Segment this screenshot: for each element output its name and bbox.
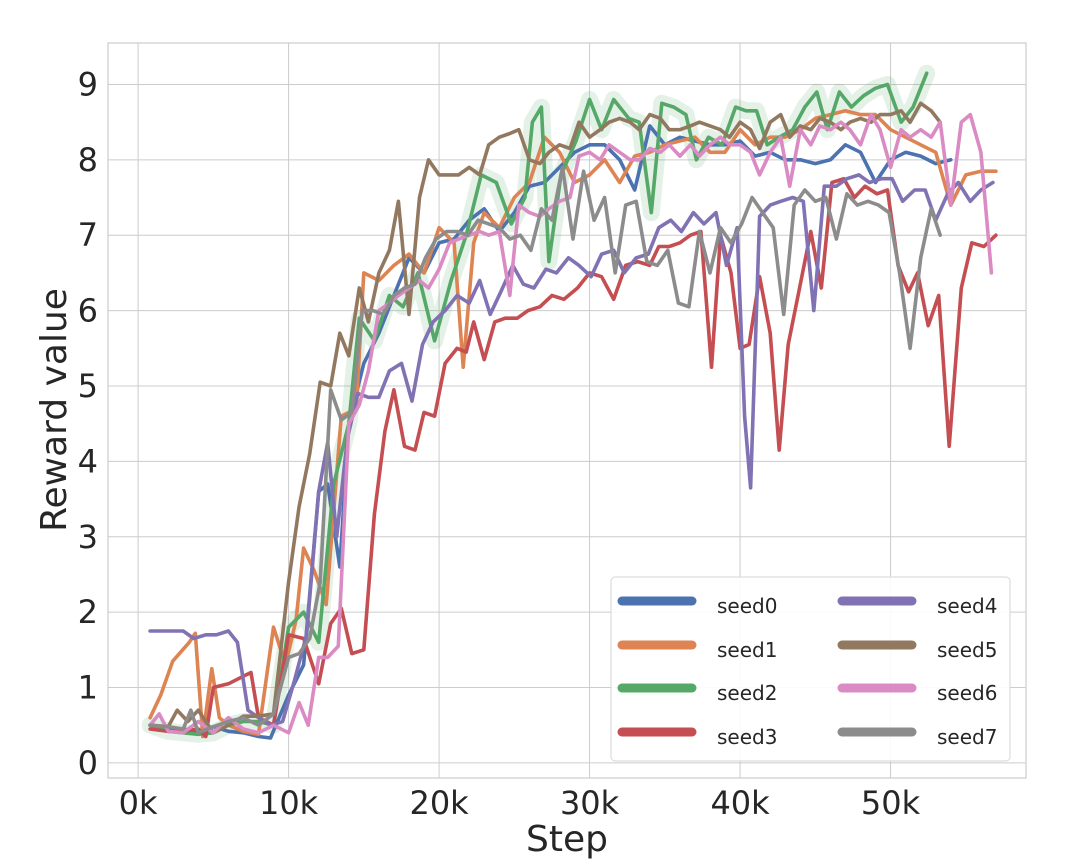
x-tick-label: 10k bbox=[259, 784, 319, 822]
legend-label-seed5: seed5 bbox=[937, 638, 997, 662]
x-axis-label: Step bbox=[526, 819, 608, 860]
legend-frame bbox=[610, 576, 1011, 762]
plot-frame bbox=[107, 42, 1027, 779]
x-tick-label: 30k bbox=[560, 784, 620, 822]
y-tick-label: 0 bbox=[78, 744, 98, 782]
y-tick-label: 1 bbox=[78, 669, 98, 707]
legend-label-seed1: seed1 bbox=[717, 638, 777, 662]
y-tick-label: 6 bbox=[78, 292, 98, 330]
legend: seed0 seed1 seed2 seed3 seed4 seed5 seed6 seed7 bbox=[610, 576, 1011, 762]
y-tick-label: 5 bbox=[78, 367, 98, 405]
y-tick-label: 8 bbox=[78, 141, 98, 179]
series-line-seed5 bbox=[148, 101, 943, 735]
x-tick-label: 50k bbox=[861, 784, 921, 822]
series-line-seed6 bbox=[148, 112, 994, 735]
y-tick-label: 3 bbox=[78, 518, 98, 556]
legend-label-seed3: seed3 bbox=[717, 725, 777, 749]
x-tick-label: 40k bbox=[710, 784, 770, 822]
x-tick-labels: 0k 10k 20k 30k 40k 50k bbox=[119, 784, 921, 822]
legend-label-seed0: seed0 bbox=[717, 594, 777, 618]
legend-label-seed4: seed4 bbox=[937, 594, 997, 618]
legend-label-seed6: seed6 bbox=[937, 681, 997, 705]
x-tick-label: 20k bbox=[409, 784, 469, 822]
x-tick-label: 0k bbox=[119, 784, 158, 822]
y-tick-label: 7 bbox=[78, 216, 98, 254]
legend-label-seed7: seed7 bbox=[937, 725, 997, 749]
series-line-seed7 bbox=[148, 165, 943, 735]
y-tick-label: 9 bbox=[78, 65, 98, 103]
y-axis-label: Reward value bbox=[34, 288, 75, 532]
legend-label-seed2: seed2 bbox=[717, 681, 777, 705]
y-tick-label: 2 bbox=[78, 593, 98, 631]
series-lines bbox=[141, 64, 998, 743]
y-tick-labels: 0 1 2 3 4 5 6 7 8 9 bbox=[78, 65, 98, 781]
y-tick-label: 4 bbox=[78, 442, 98, 480]
series-line-seed2 bbox=[148, 71, 929, 737]
series-line-seed1 bbox=[148, 109, 998, 739]
